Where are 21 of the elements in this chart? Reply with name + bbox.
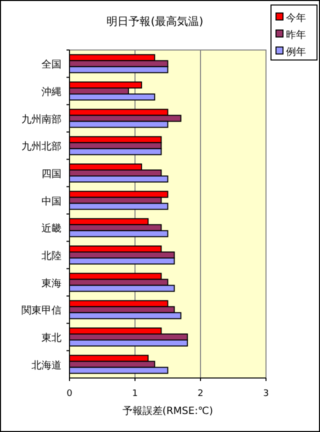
legend-label: 今年 [286, 12, 306, 24]
y-tick-label: 中国 [42, 195, 62, 208]
x-axis-title: 予報誤差(RMSE:℃) [122, 405, 214, 417]
y-tick-label: 北海道 [32, 359, 62, 372]
x-tick-label: 1 [132, 389, 138, 399]
y-tick-label: 全国 [42, 58, 62, 71]
legend-label: 例年 [286, 46, 306, 58]
chart-title: 明日予報(最高気温) [106, 15, 204, 28]
x-tick-label: 2 [198, 389, 204, 399]
y-tick-label: 沖縄 [42, 86, 62, 98]
legend-label: 昨年 [286, 29, 306, 41]
y-tick-label: 東北 [42, 332, 62, 344]
y-tick-label: 九州北部 [22, 140, 62, 153]
y-tick-label: 近畿 [42, 222, 62, 235]
x-tick-label: 0 [66, 389, 73, 399]
y-tick-label: 北陸 [42, 250, 62, 262]
x-tick-label: 3 [263, 389, 269, 399]
y-tick-label: 九州南部 [22, 113, 62, 126]
y-tick-label: 四国 [42, 169, 62, 180]
y-tick-label: 東海 [42, 277, 62, 290]
y-tick-label: 関東甲信 [22, 304, 62, 317]
